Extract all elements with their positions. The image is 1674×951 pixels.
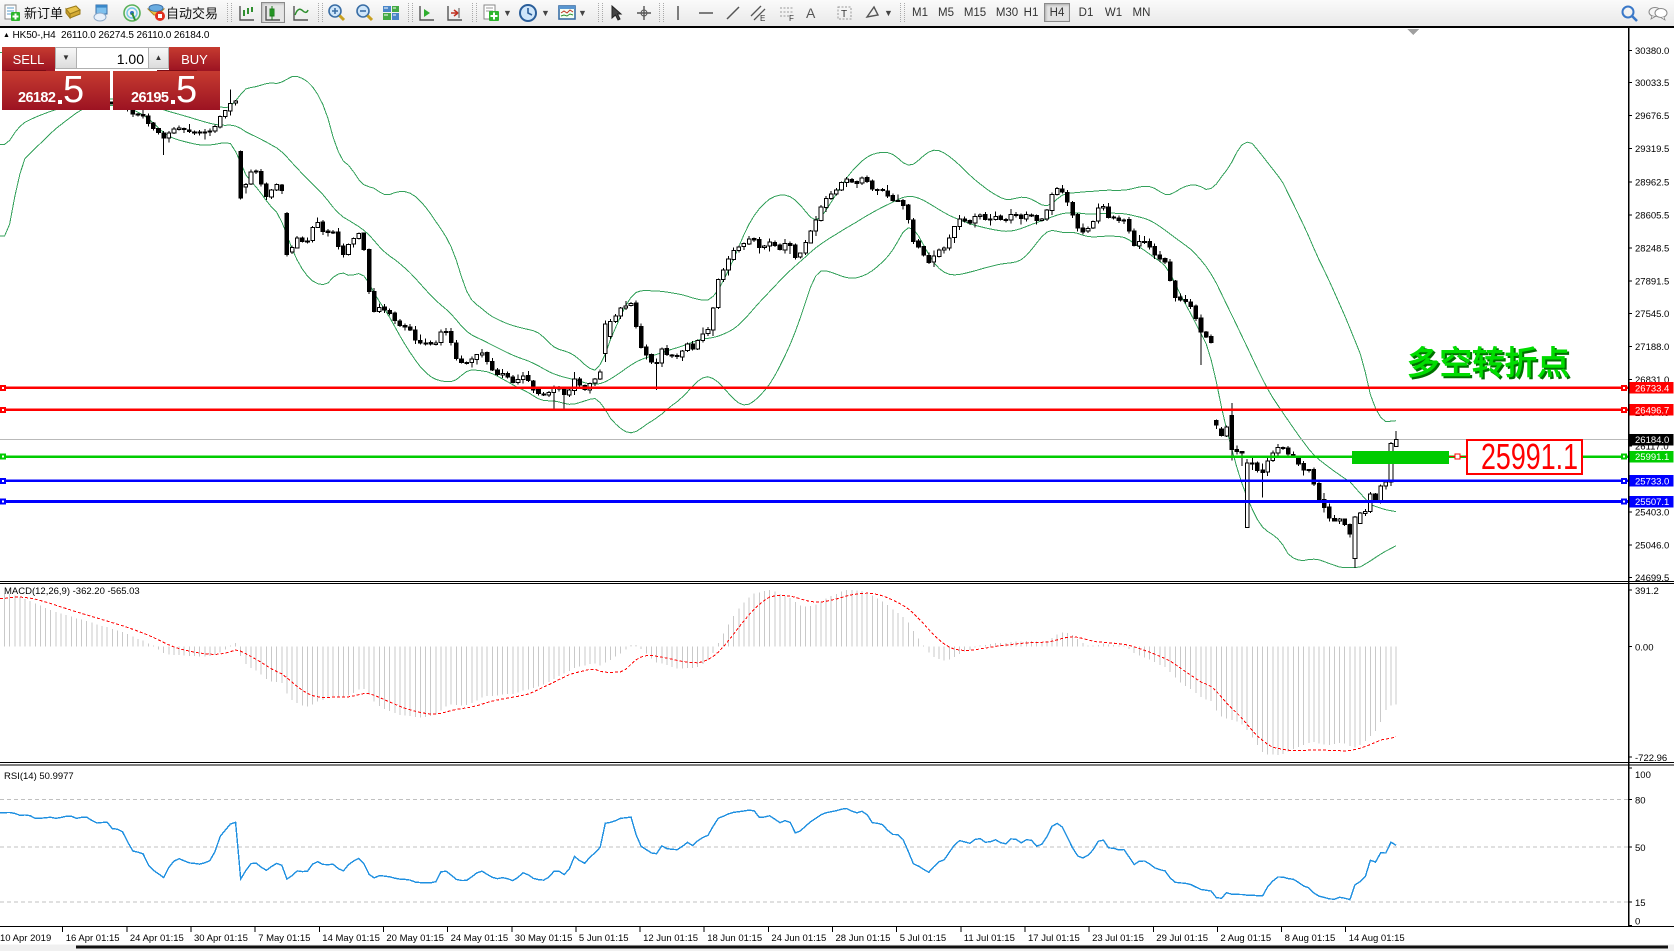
- svg-text:14 May 01:15: 14 May 01:15: [322, 933, 380, 944]
- svg-text:25733.0: 25733.0: [1635, 476, 1669, 487]
- svg-text:8 Aug 01:15: 8 Aug 01:15: [1285, 933, 1336, 944]
- svg-text:5 Jun 01:15: 5 Jun 01:15: [579, 933, 629, 944]
- svg-text:27188.0: 27188.0: [1635, 342, 1669, 353]
- svg-text:25991.1: 25991.1: [1481, 436, 1578, 477]
- svg-text:29676.5: 29676.5: [1635, 111, 1669, 122]
- svg-text:E: E: [760, 14, 765, 23]
- svg-text:28 Jun 01:15: 28 Jun 01:15: [836, 933, 891, 944]
- svg-text:24 Apr 01:15: 24 Apr 01:15: [130, 933, 184, 944]
- svg-text:20 May 01:15: 20 May 01:15: [386, 933, 444, 944]
- svg-text:28605.5: 28605.5: [1635, 211, 1669, 222]
- svg-text:RSI(14) 50.9977: RSI(14) 50.9977: [4, 771, 74, 782]
- svg-text:30033.5: 30033.5: [1635, 78, 1669, 89]
- svg-text:25403.0: 25403.0: [1635, 508, 1669, 519]
- svg-text:27545.0: 27545.0: [1635, 309, 1669, 320]
- svg-text:23 Jul 01:15: 23 Jul 01:15: [1092, 933, 1144, 944]
- svg-text:26733.4: 26733.4: [1635, 383, 1669, 394]
- svg-text:80: 80: [1635, 796, 1646, 807]
- svg-text:-722.96: -722.96: [1635, 753, 1667, 764]
- svg-text:多空转折点: 多空转折点: [1409, 347, 1572, 383]
- svg-text:多空转折点: 多空转折点: [1407, 345, 1570, 381]
- svg-text:10 Apr 2019: 10 Apr 2019: [0, 933, 51, 944]
- svg-text:24 Jun 01:15: 24 Jun 01:15: [771, 933, 826, 944]
- svg-text:11 Jul 01:15: 11 Jul 01:15: [964, 933, 1015, 944]
- svg-text:30 Apr 01:15: 30 Apr 01:15: [194, 933, 248, 944]
- svg-text:30380.0: 30380.0: [1635, 46, 1669, 57]
- svg-text:17 Jul 01:15: 17 Jul 01:15: [1028, 933, 1080, 944]
- svg-text:25991.1: 25991.1: [1635, 452, 1669, 463]
- svg-text:391.2: 391.2: [1635, 586, 1659, 597]
- svg-text:25507.1: 25507.1: [1635, 497, 1669, 508]
- svg-text:0.00: 0.00: [1635, 643, 1654, 654]
- svg-text:50: 50: [1635, 843, 1646, 854]
- svg-text:30 May 01:15: 30 May 01:15: [515, 933, 573, 944]
- svg-text:100: 100: [1635, 770, 1651, 781]
- svg-text:29 Jul 01:15: 29 Jul 01:15: [1156, 933, 1208, 944]
- svg-text:24 May 01:15: 24 May 01:15: [451, 933, 509, 944]
- svg-text:16 Apr 01:15: 16 Apr 01:15: [66, 933, 120, 944]
- svg-text:25046.0: 25046.0: [1635, 541, 1669, 552]
- svg-text:26184.0: 26184.0: [1635, 435, 1669, 446]
- svg-text:28962.5: 28962.5: [1635, 177, 1669, 188]
- svg-text:18 Jun 01:15: 18 Jun 01:15: [707, 933, 762, 944]
- svg-text:27891.5: 27891.5: [1635, 277, 1669, 288]
- svg-text:24699.5: 24699.5: [1635, 573, 1669, 584]
- svg-text:12 Jun 01:15: 12 Jun 01:15: [643, 933, 698, 944]
- svg-text:F: F: [789, 14, 794, 23]
- svg-text:14 Aug 01:15: 14 Aug 01:15: [1349, 933, 1405, 944]
- svg-text:15: 15: [1635, 898, 1646, 909]
- svg-text:0: 0: [1635, 917, 1640, 928]
- svg-text:MACD(12,26,9) -362.20 -565.03: MACD(12,26,9) -362.20 -565.03: [4, 586, 140, 597]
- svg-text:29319.5: 29319.5: [1635, 144, 1669, 155]
- svg-text:2 Aug 01:15: 2 Aug 01:15: [1220, 933, 1271, 944]
- svg-text:7 May 01:15: 7 May 01:15: [258, 933, 310, 944]
- svg-text:26117.0: 26117.0: [1635, 441, 1669, 452]
- svg-text:28248.5: 28248.5: [1635, 244, 1669, 255]
- svg-text:T: T: [841, 9, 847, 20]
- svg-text:26831.0: 26831.0: [1635, 375, 1669, 386]
- svg-text:5 Jul 01:15: 5 Jul 01:15: [900, 933, 946, 944]
- svg-text:26496.7: 26496.7: [1635, 405, 1669, 416]
